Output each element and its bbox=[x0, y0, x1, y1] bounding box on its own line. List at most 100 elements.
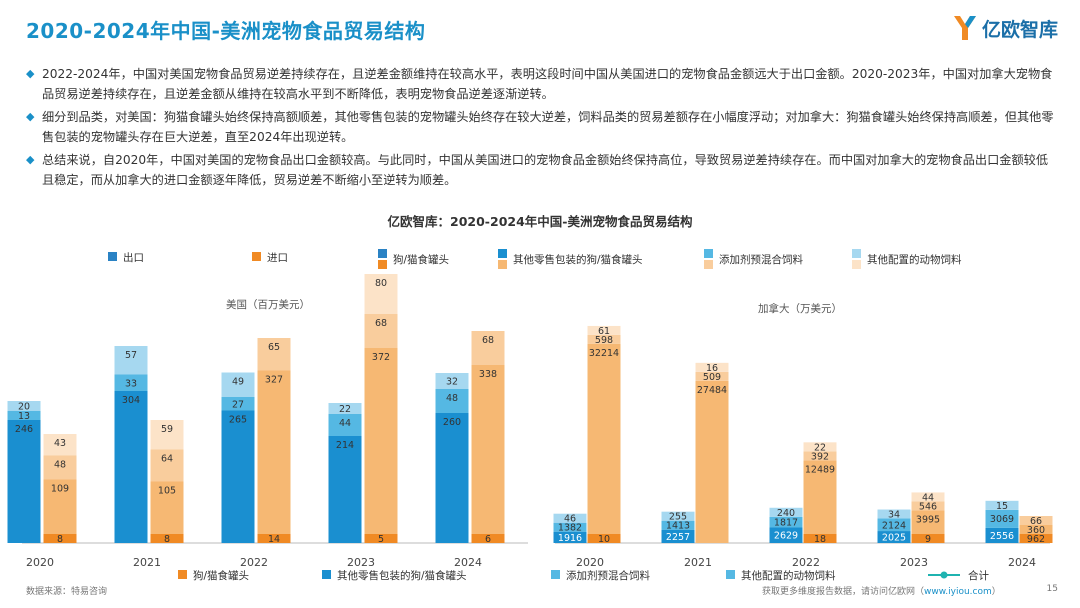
legend-export-label: 出口 bbox=[123, 251, 144, 264]
summary-bullets: ◆ 2022-2024年，中国对美国宠物食品贸易逆差持续存在，且逆差金额维持在较… bbox=[26, 64, 1056, 193]
bar-export-2023-2 bbox=[877, 509, 911, 519]
data-label: 16 bbox=[706, 363, 718, 374]
legend-import-cat3-swatch bbox=[704, 260, 713, 269]
bar-import-2020-3 bbox=[43, 434, 77, 456]
bar-export-2022-0 bbox=[769, 527, 803, 543]
bullet-item: ◆ 总结来说，自2020年，中国对美国的宠物食品出口金额较高。与此同时，中国从美… bbox=[26, 150, 1056, 190]
bottom-legend-cat3-label: 添加剂预混合饲料 bbox=[566, 569, 650, 582]
data-label: 65 bbox=[268, 342, 280, 353]
data-label: 20 bbox=[18, 402, 30, 413]
data-label: 46 bbox=[564, 514, 576, 525]
data-label: 32 bbox=[446, 377, 458, 388]
data-label: 32214 bbox=[589, 348, 619, 359]
data-label: 304 bbox=[122, 395, 140, 406]
data-label: 1382 bbox=[558, 523, 582, 534]
bar-export-2021-1 bbox=[114, 391, 148, 543]
bar-import-2020-2 bbox=[43, 455, 77, 480]
bullet-item: ◆ 2022-2024年，中国对美国宠物食品贸易逆差持续存在，且逆差金额维持在较… bbox=[26, 64, 1056, 104]
data-label: 546 bbox=[919, 501, 937, 512]
bottom-legend-cat3-swatch bbox=[551, 570, 560, 579]
legend-import-label: 进口 bbox=[267, 252, 288, 264]
data-source: 数据来源：特易咨询 bbox=[26, 587, 108, 597]
bar-import-2024-2 bbox=[1019, 516, 1053, 525]
diamond-icon: ◆ bbox=[26, 153, 35, 166]
diamond-icon: ◆ bbox=[26, 67, 35, 80]
legend-export-cat1-swatch bbox=[378, 249, 387, 258]
bar-import-2023-0 bbox=[364, 534, 398, 543]
data-label: 3995 bbox=[916, 514, 940, 525]
bar-import-2022-0 bbox=[257, 534, 291, 543]
diamond-icon: ◆ bbox=[26, 110, 35, 123]
bar-import-2021-1 bbox=[695, 380, 729, 543]
legend-export-cat4-swatch bbox=[852, 249, 861, 258]
data-label: 33 bbox=[125, 378, 137, 389]
data-label: 360 bbox=[1027, 525, 1045, 536]
bar-import-2020-0 bbox=[587, 534, 621, 543]
bottom-legend-total-label: 合计 bbox=[968, 569, 989, 582]
bar-import-2023-3 bbox=[911, 492, 945, 502]
bar-export-2023-1 bbox=[328, 436, 362, 543]
x-tick-label: 2024 bbox=[454, 556, 482, 569]
data-label: 48 bbox=[54, 460, 66, 471]
data-label: 34 bbox=[888, 510, 900, 521]
bottom-legend-cat4-swatch bbox=[726, 570, 735, 579]
chart-title: 亿欧智库：2020-2024年中国-美洲宠物食品贸易结构 bbox=[387, 214, 693, 229]
data-label: 22 bbox=[814, 442, 826, 453]
x-tick-label: 2024 bbox=[1008, 556, 1036, 569]
legend-import-cat1-swatch bbox=[378, 260, 387, 269]
x-tick-label: 2023 bbox=[900, 556, 928, 569]
bar-import-2020-1 bbox=[587, 343, 621, 534]
data-label: 27 bbox=[232, 399, 244, 410]
legend-cat2-label: 其他零售包装的狗/猫食罐头 bbox=[513, 253, 643, 266]
data-label: 57 bbox=[125, 350, 137, 361]
x-tick-label: 2020 bbox=[26, 556, 54, 569]
footer-more: 获取更多维度报告数据，请访问亿欧网（www.iyiou.com） bbox=[762, 584, 1001, 597]
data-label: 44 bbox=[922, 492, 934, 503]
data-label: 6 bbox=[485, 534, 491, 545]
data-label: 27484 bbox=[697, 385, 727, 396]
data-label: 214 bbox=[336, 440, 354, 451]
data-label: 1413 bbox=[666, 521, 690, 532]
data-label: 109 bbox=[51, 484, 69, 495]
data-label: 2025 bbox=[882, 533, 906, 544]
website-link[interactable]: www.iyiou.com bbox=[924, 587, 992, 597]
bottom-legend-cat2-swatch bbox=[322, 570, 331, 579]
data-label: 3069 bbox=[990, 514, 1014, 525]
x-tick-label: 2022 bbox=[792, 556, 820, 569]
data-label: 327 bbox=[265, 375, 283, 386]
bar-export-2020-1 bbox=[553, 522, 587, 532]
x-tick-label: 2020 bbox=[576, 556, 604, 569]
data-label: 43 bbox=[54, 438, 66, 449]
data-label: 15 bbox=[996, 501, 1008, 512]
bar-export-2024-0 bbox=[985, 527, 1019, 543]
data-label: 22 bbox=[339, 404, 351, 415]
bar-import-2021-2 bbox=[150, 449, 184, 482]
data-label: 68 bbox=[482, 335, 494, 346]
brand-logo: 亿欧智库 bbox=[952, 14, 1058, 42]
legend-cat3-label: 添加剂预混合饲料 bbox=[719, 253, 803, 266]
bar-import-2024-1 bbox=[1019, 525, 1053, 534]
bar-import-2022-3 bbox=[803, 442, 837, 452]
bar-import-2022-2 bbox=[803, 451, 837, 461]
data-label: 8 bbox=[57, 534, 63, 545]
bar-import-2021-3 bbox=[150, 420, 184, 450]
data-label: 509 bbox=[703, 372, 721, 383]
bar-export-2022-3 bbox=[221, 372, 255, 397]
bar-import-2024-0 bbox=[471, 534, 505, 543]
bar-export-2020-1 bbox=[7, 420, 41, 543]
bar-import-2022-1 bbox=[803, 460, 837, 534]
legend-export-cat2-swatch bbox=[498, 249, 507, 258]
page-title: 2020-2024年中国-美洲宠物食品贸易结构 bbox=[26, 19, 426, 43]
legend-cat4-label: 其他配置的动物饲料 bbox=[867, 253, 962, 266]
bar-export-2024-1 bbox=[435, 413, 469, 543]
bar-export-2021-0 bbox=[661, 529, 695, 543]
legend-import-swatch bbox=[252, 252, 261, 261]
bullet-text: 2022-2024年，中国对美国宠物食品贸易逆差持续存在，且逆差金额维持在较高水… bbox=[42, 67, 1053, 101]
data-label: 66 bbox=[1030, 516, 1042, 527]
data-label: 2257 bbox=[666, 532, 690, 543]
data-label: 12489 bbox=[805, 464, 835, 475]
bar-import-2021-3 bbox=[695, 362, 729, 372]
bottom-legend-cat2-label: 其他零售包装的狗/猫食罐头 bbox=[337, 569, 467, 582]
x-tick-label: 2023 bbox=[347, 556, 375, 569]
